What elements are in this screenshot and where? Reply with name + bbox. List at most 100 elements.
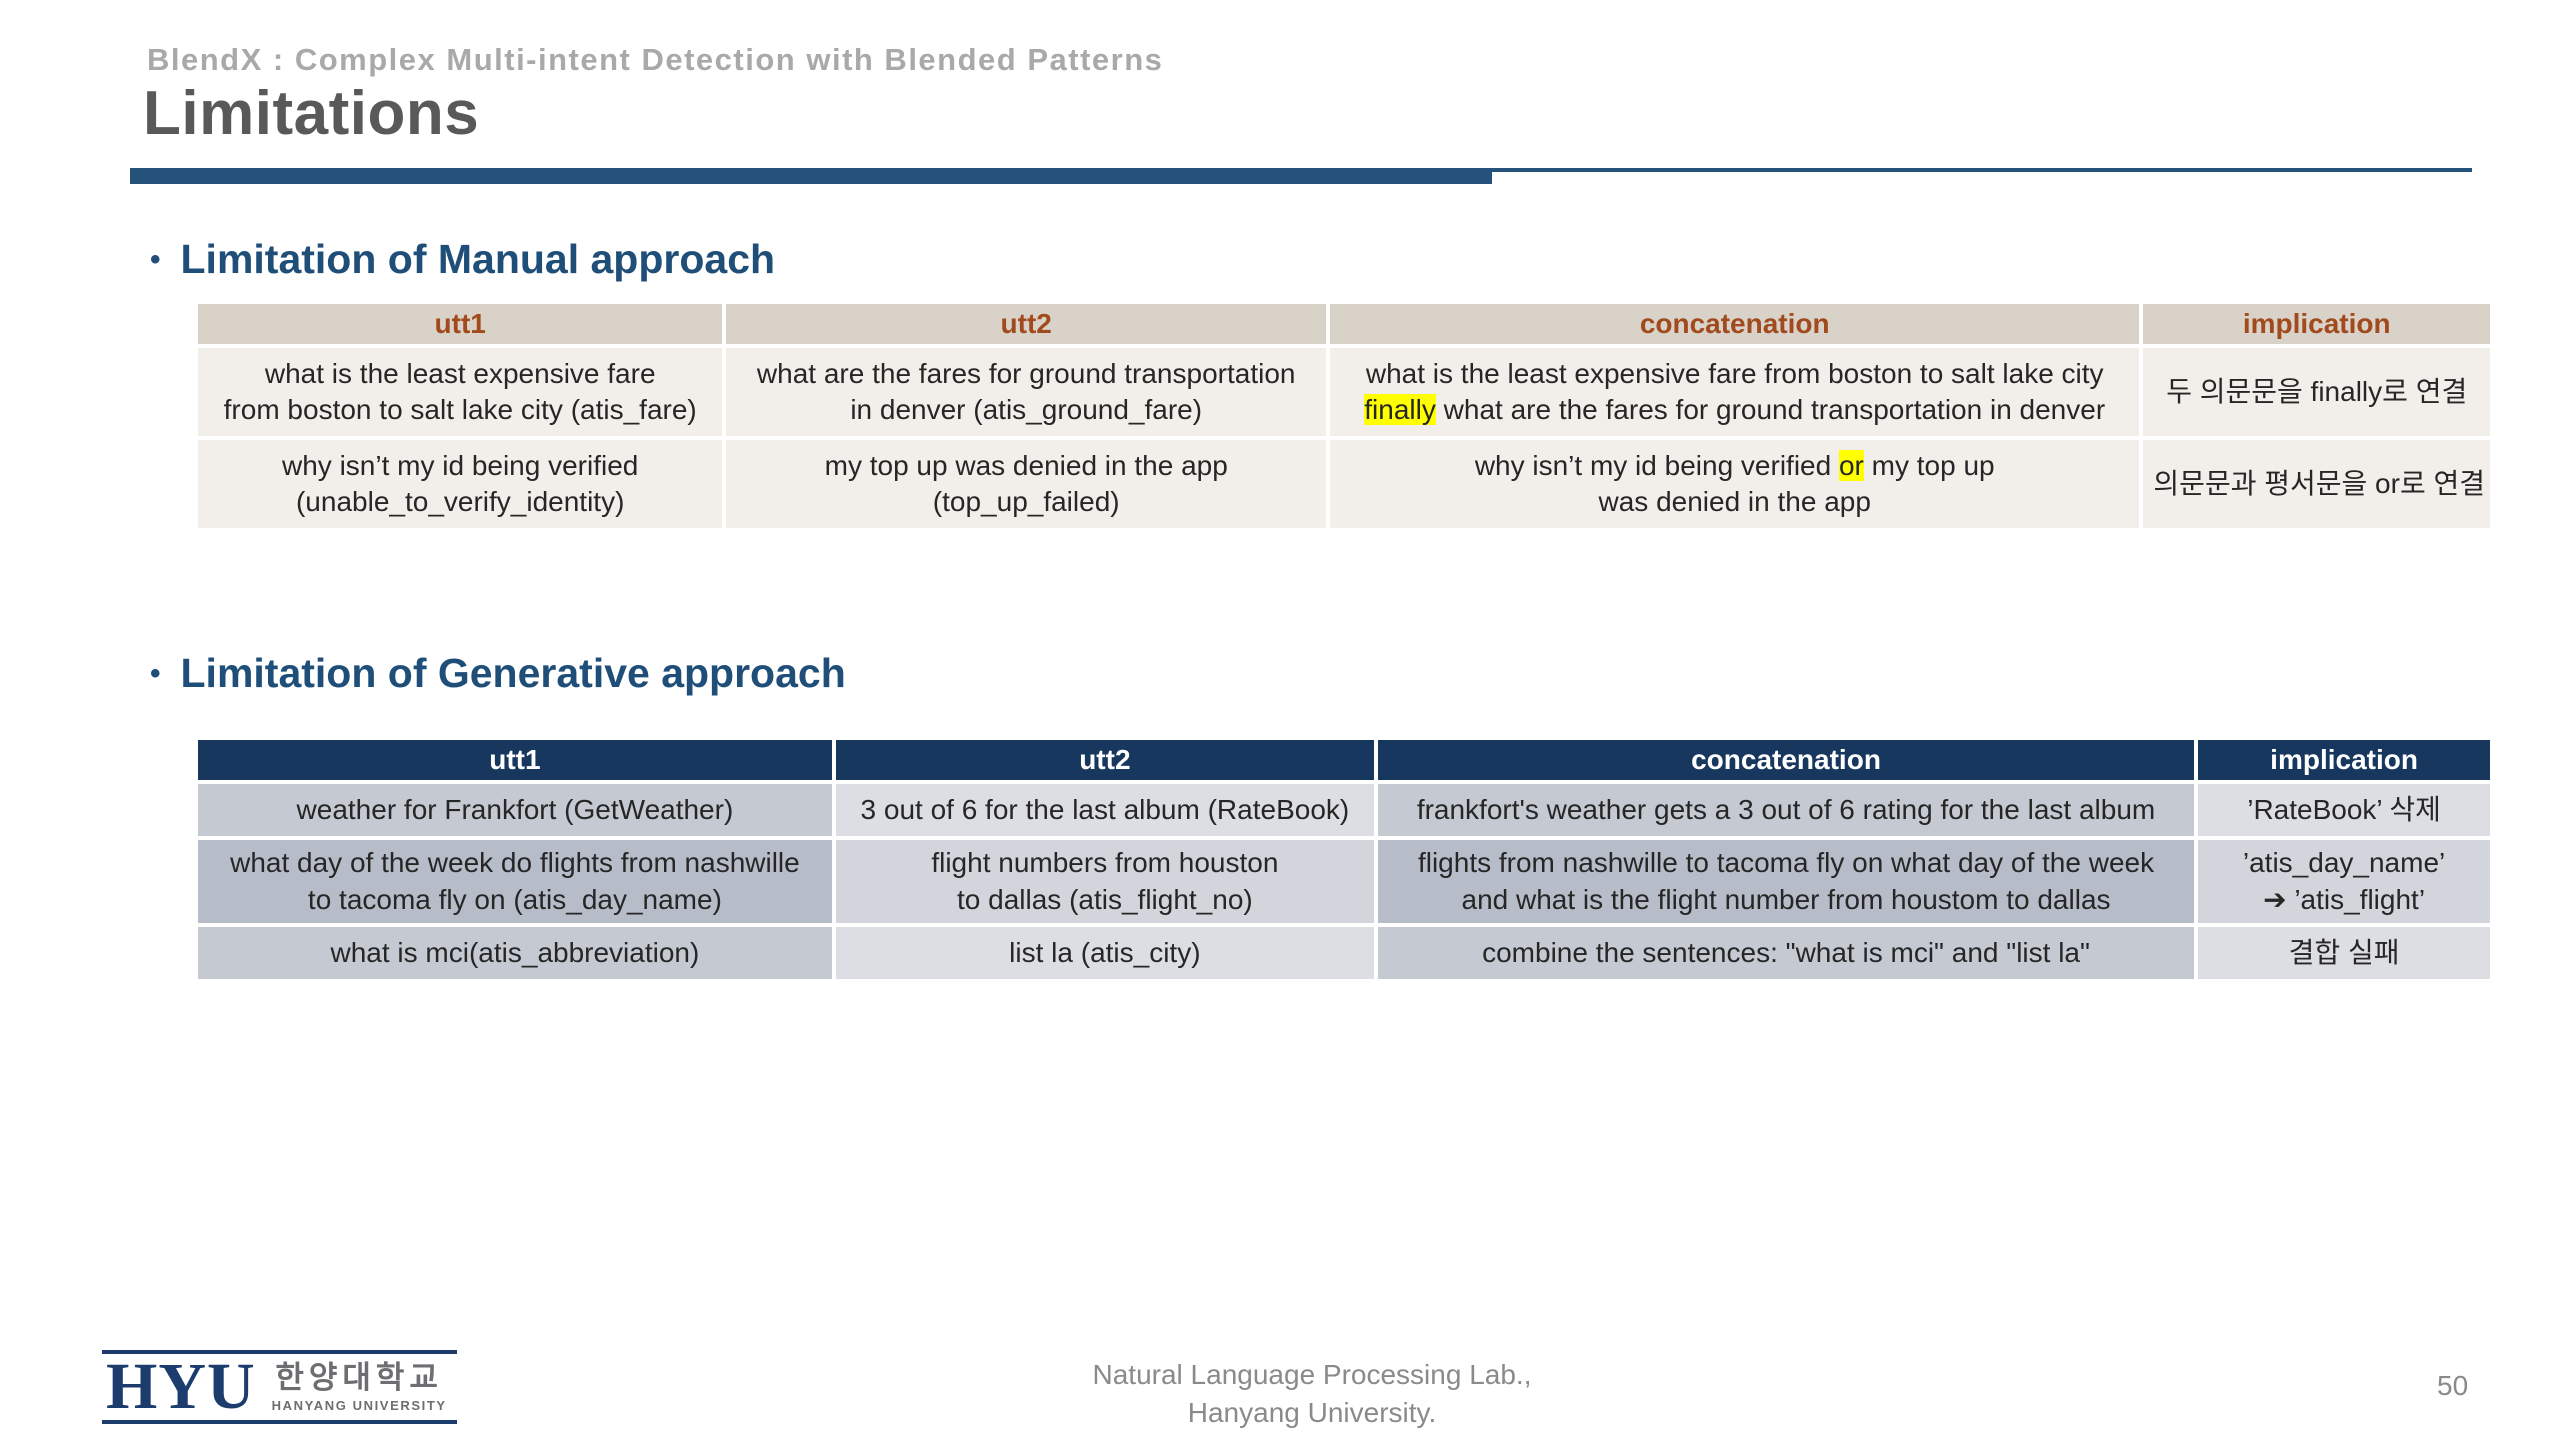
table-cell-concatenation: frankfort's weather gets a 3 out of 6 ra… xyxy=(1377,784,2195,837)
footer-credit-line2: Hanyang University. xyxy=(1187,1396,1437,1428)
table-cell-utt1: what is the least expensive fare from bos… xyxy=(198,348,723,437)
table-cell-utt1: weather for Frankfort (GetWeather) xyxy=(198,784,832,837)
cell-text: what is the least expensive fare xyxy=(264,358,656,389)
section-heading-manual: • Limitation of Manual approach xyxy=(150,236,775,283)
cell-line: 두 의문문을 finally로 연결 xyxy=(2153,374,2480,410)
table-cell-concatenation: what is the least expensive fare from bo… xyxy=(1330,348,2140,437)
table-cell-utt1: why isn’t my id being verified (unable_to… xyxy=(198,440,723,529)
cell-text: why isn’t my id being verified xyxy=(1474,450,1839,481)
cell-line: what is the least expensive fare from bo… xyxy=(1340,356,2129,392)
cell-line: 3 out of 6 for the last album (RateBook) xyxy=(846,792,1364,828)
bullet-icon: • xyxy=(150,243,161,276)
table-row: what is mci(atis_abbreviation) list la (a… xyxy=(198,927,2490,980)
table-row: what day of the week do flights from nas… xyxy=(198,840,2490,924)
highlighted-connector: or xyxy=(1838,450,1864,481)
cell-line: 의문문과 평서문을 or로 연결 xyxy=(2153,466,2485,502)
cell-text: what are the fares for ground transporta… xyxy=(756,358,1296,389)
cell-text: my top up was denied in the app xyxy=(824,450,1228,481)
cell-text: in denver (atis_ground_fare) xyxy=(850,394,1203,426)
hanyang-university-logo: HYU 한양대학교 HANYANG UNIVERSITY xyxy=(102,1350,457,1424)
table-cell-utt2: list la (atis_city) xyxy=(835,927,1374,980)
cell-line: 결합 실패 xyxy=(2208,935,2480,971)
cell-line: from boston to salt lake city (atis_fare… xyxy=(208,392,712,428)
cell-line: frankfort's weather gets a 3 out of 6 ra… xyxy=(1388,792,2184,828)
cell-text: 3 out of 6 for the last album (RateBook) xyxy=(860,794,1350,826)
slide-kicker: BlendX : Complex Multi-intent Detection … xyxy=(147,42,1164,77)
cell-line: list la (atis_city) xyxy=(846,935,1364,971)
cell-line: flights from nashwille to tacoma fly on … xyxy=(1388,845,2184,881)
table-row: what is the least expensive fare from bos… xyxy=(198,348,2490,437)
cell-text: list la (atis_city) xyxy=(1009,936,1201,968)
cell-line: to dallas (atis_flight_no) xyxy=(846,882,1364,918)
cell-line: flight numbers from houston xyxy=(846,845,1364,881)
generative-approach-table: utt1 utt2 concatenation implication weather … xyxy=(194,736,2494,983)
page-number: 50 xyxy=(2437,1370,2469,1401)
table-cell-concatenation: flights from nashwille to tacoma fly on … xyxy=(1377,840,2195,924)
cell-text: why isn’t my id being verified xyxy=(282,450,639,481)
cell-line: in denver (atis_ground_fare) xyxy=(736,392,1316,428)
cell-text: to dallas (atis_flight_no) xyxy=(957,883,1253,915)
bullet-icon: • xyxy=(150,657,161,690)
manual-approach-table: utt1 utt2 concatenation implication what is … xyxy=(194,300,2494,532)
cell-text: 결합 실패 xyxy=(2288,936,2400,968)
column-header-utt1: utt1 xyxy=(198,740,832,781)
section-heading-generative-label: Limitation of Generative approach xyxy=(180,650,846,696)
table-cell-implication: ’RateBook’ 삭제 xyxy=(2198,784,2490,837)
cell-line: why isn’t my id being verified xyxy=(208,448,712,484)
table-cell-utt1: what day of the week do flights from nas… xyxy=(198,840,832,924)
cell-text: frankfort's weather gets a 3 out of 6 ra… xyxy=(1416,794,2156,826)
generative-table: utt1 utt2 concatenation implication weather … xyxy=(194,736,2494,983)
table-cell-concatenation: why isn’t my id being verified or my top… xyxy=(1330,440,2140,529)
hyu-logo-korean-name: 한양대학교 xyxy=(275,1359,443,1395)
cell-text: from boston to salt lake city (atis_fare… xyxy=(223,394,697,426)
cell-line: my top up was denied in the app xyxy=(736,448,1316,484)
hyu-logo-acronym: HYU xyxy=(106,1349,256,1423)
cell-text: flight numbers from houston xyxy=(931,847,1279,879)
cell-text: was denied in the app xyxy=(1598,486,1871,518)
table-header-row: utt1 utt2 concatenation implication xyxy=(198,304,2490,345)
cell-line: (top_up_failed) xyxy=(736,484,1316,520)
cell-line: (unable_to_verify_identity) xyxy=(208,484,712,520)
cell-text: combine the sentences: "what is mci" and… xyxy=(1482,936,2090,968)
cell-text: (top_up_failed) xyxy=(932,486,1120,518)
cell-text: what day of the week do flights from nas… xyxy=(230,847,800,879)
table-cell-implication: 의문문과 평서문을 or로 연결 xyxy=(2143,440,2490,529)
highlighted-connector: finally xyxy=(1364,394,1436,426)
footer-credit: Natural Language Processing Lab., Hanyan… xyxy=(1012,1356,1612,1432)
table-cell-concatenation: combine the sentences: "what is mci" and… xyxy=(1377,927,2195,980)
cell-line: weather for Frankfort (GetWeather) xyxy=(208,792,822,828)
table-header-row: utt1 utt2 concatenation implication xyxy=(198,740,2490,781)
table-cell-utt1: what is mci(atis_abbreviation) xyxy=(198,927,832,980)
column-header-concatenation: concatenation xyxy=(1330,304,2140,345)
column-header-utt2: utt2 xyxy=(726,304,1327,345)
table-cell-implication: ’atis_day_name’ ➔ ’atis_flight’ xyxy=(2198,840,2490,924)
footer-credit-line1: Natural Language Processing Lab., xyxy=(1092,1359,1532,1390)
cell-text: ➔ ’atis_flight’ xyxy=(2263,883,2426,915)
column-header-concatenation: concatenation xyxy=(1377,740,2195,781)
cell-line: ’atis_day_name’ xyxy=(2208,845,2480,881)
table-row: why isn’t my id being verified (unable_to… xyxy=(198,440,2490,529)
table-cell-implication: 두 의문문을 finally로 연결 xyxy=(2143,348,2490,437)
section-heading-manual-label: Limitation of Manual approach xyxy=(180,236,776,282)
cell-text: and what is the flight number from houst… xyxy=(1461,883,2111,915)
cell-text: what are the fares for ground transporta… xyxy=(1435,394,2106,426)
cell-line: ’RateBook’ 삭제 xyxy=(2208,792,2480,828)
table-cell-utt2: flight numbers from houston to dallas (at… xyxy=(835,840,1374,924)
hyu-logo-text: 한양대학교 HANYANG UNIVERSITY xyxy=(272,1359,447,1413)
cell-line: why isn’t my id being verified or my top… xyxy=(1340,448,2129,484)
cell-text: what is mci(atis_abbreviation) xyxy=(330,936,700,968)
cell-text: 두 의문문을 finally로 연결 xyxy=(2166,376,2468,408)
cell-line: what are the fares for ground transporta… xyxy=(736,356,1316,392)
title-divider-bar xyxy=(130,168,1492,184)
cell-line: combine the sentences: "what is mci" and… xyxy=(1388,935,2184,971)
table-cell-implication: 결합 실패 xyxy=(2198,927,2490,980)
table-row: weather for Frankfort (GetWeather) 3 out … xyxy=(198,784,2490,837)
column-header-implication: implication xyxy=(2198,740,2490,781)
column-header-utt1: utt1 xyxy=(198,304,723,345)
page-title: Limitations xyxy=(143,79,480,148)
table-cell-utt2: 3 out of 6 for the last album (RateBook) xyxy=(835,784,1374,837)
cell-line: what is mci(atis_abbreviation) xyxy=(208,935,822,971)
cell-text: ’RateBook’ 삭제 xyxy=(2247,794,2441,826)
cell-text: flights from nashwille to tacoma fly on … xyxy=(1417,847,2155,879)
cell-text: ’atis_day_name’ xyxy=(2242,847,2446,879)
